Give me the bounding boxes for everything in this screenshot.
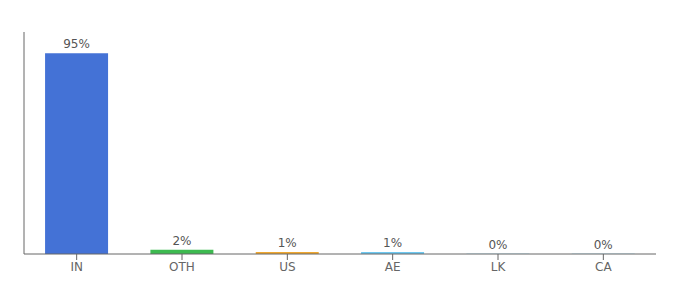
svg-text:0%: 0% — [594, 238, 613, 252]
svg-text:IN: IN — [70, 260, 83, 274]
svg-text:1%: 1% — [278, 236, 297, 250]
svg-text:1%: 1% — [383, 236, 402, 250]
svg-text:0%: 0% — [488, 238, 507, 252]
svg-text:AE: AE — [385, 260, 401, 274]
svg-text:LK: LK — [491, 260, 507, 274]
svg-text:95%: 95% — [63, 37, 90, 51]
svg-text:2%: 2% — [172, 234, 191, 248]
svg-text:OTH: OTH — [169, 260, 195, 274]
svg-text:US: US — [279, 260, 295, 274]
svg-text:CA: CA — [595, 260, 612, 274]
